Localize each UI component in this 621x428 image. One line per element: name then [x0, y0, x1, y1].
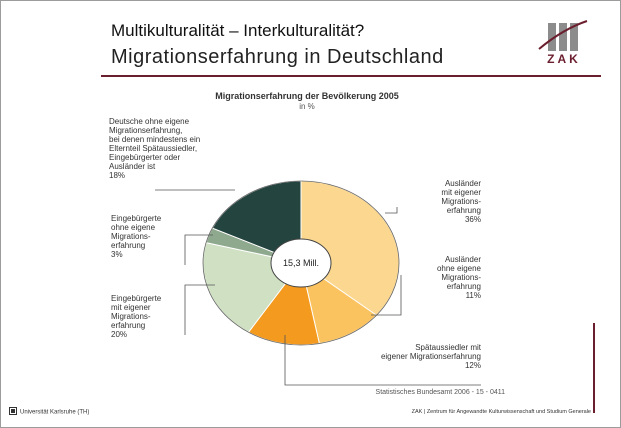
slice-label-auslaender-mit: Ausländer mit eigener Migrations- erfahr…: [441, 179, 481, 224]
slide-header: Multikulturalität – Interkulturalität? M…: [101, 13, 601, 77]
chart-unit: in %: [299, 102, 315, 111]
university-icon: [9, 407, 17, 417]
leader-line: [385, 207, 398, 214]
leader-line: [184, 234, 213, 265]
logo-text: ZAK: [547, 52, 581, 66]
pie-chart: 15,3 Mill.: [155, 180, 481, 386]
slide-subtitle: Migrationserfahrung in Deutschland: [111, 46, 444, 68]
pie-outline: [202, 180, 400, 346]
slice-label-spaetaussiedler: Spätaussiedler mit eigener Migrationserf…: [380, 343, 481, 370]
slice-label-deutsche: Deutsche ohne eigene Migrationserfahrung…: [109, 117, 201, 180]
footer-right: ZAK | Zentrum für Angewandte Kulturwisse…: [411, 409, 591, 415]
slice-label-eingebuergerte-ohne: Eingebürgerte ohne eigene Migrations- er…: [111, 214, 162, 259]
pie-center-label: 15,3 Mill.: [283, 258, 319, 268]
chart-title: Migrationserfahrung der Bevölkerung 2005: [215, 91, 399, 101]
footer-university: Universität Karlsruhe (TH): [20, 409, 90, 416]
slide-title: Multikulturalität – Interkulturalität?: [111, 21, 365, 40]
leader-line: [184, 284, 215, 335]
leader-line: [371, 275, 402, 316]
leader-line: [284, 335, 481, 386]
footer-left: Universität Karlsruhe (TH): [9, 407, 89, 417]
zak-logo-icon: [538, 20, 588, 51]
slice-label-eingebuergerte-mit: Eingebürgerte mit eigener Migrations- er…: [111, 294, 162, 339]
pie-center-circle: [270, 238, 332, 288]
accent-bar: [593, 323, 595, 413]
chart-source: Statistisches Bundesamt 2006 - 15 - 0411: [375, 389, 505, 396]
slice-label-auslaender-ohne: Ausländer ohne eigene Migrations- erfahr…: [436, 255, 481, 300]
